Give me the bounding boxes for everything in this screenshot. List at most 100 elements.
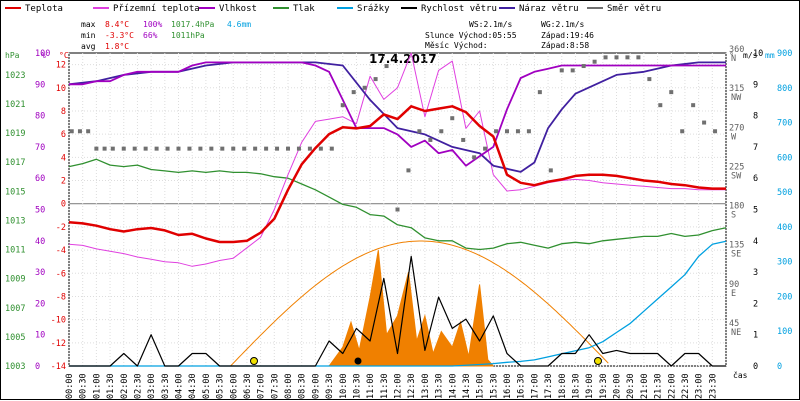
wind-direction-point	[548, 168, 553, 173]
wind-direction-point	[505, 129, 509, 134]
stats-wg: WG:2.1m/s	[541, 20, 585, 29]
stats-min-label: min	[81, 31, 96, 40]
ms-tick-label: 5	[753, 206, 758, 216]
x-tick-label: 11:30	[380, 373, 390, 399]
x-tick-label: 14:00	[448, 373, 458, 399]
wind-direction-point	[680, 129, 685, 134]
ms-tick-label: 9	[753, 80, 758, 90]
wind-direction-point	[86, 129, 91, 134]
x-tick-label: 13:30	[435, 373, 445, 399]
ms-tick-label: 3	[753, 268, 758, 278]
wind-direction-point	[165, 146, 170, 151]
pct-tick-label: 20	[35, 299, 45, 309]
deg-tick-label: 135	[729, 241, 744, 251]
stats-max-temp: 8.4°C	[105, 20, 129, 29]
x-axis: 00:00 00:30 01:00 01:30 02:00 02:30 03:00 03:30…	[65, 373, 718, 399]
x-tick-label: 01:30	[106, 373, 116, 399]
wind-direction-point	[658, 103, 663, 108]
deg-tick-label: 225	[729, 162, 744, 172]
mm-tick-label: 400	[777, 223, 792, 233]
stats-sunrise: Slunce Východ:05:55	[425, 31, 517, 40]
wind-direction-point	[515, 129, 520, 134]
x-tick-label: 12:00	[394, 373, 404, 399]
stats-max-rain: 4.6mm	[227, 20, 251, 29]
wind-direction-point	[176, 146, 181, 151]
c-tick-label: 6	[61, 130, 66, 140]
wind-direction-point	[450, 116, 455, 121]
x-tick-label: 18:00	[558, 373, 568, 399]
mm-tick-label: 0	[777, 362, 782, 372]
rain-intensity-area	[328, 250, 494, 367]
ms-tick-label: 7	[753, 143, 758, 153]
hpa-tick-label: 1019	[5, 129, 25, 139]
x-tick-label: 17:00	[530, 373, 540, 399]
stats-min-temp: -3.3°C	[105, 31, 134, 40]
axis-unit-c: °C	[59, 51, 69, 60]
wind-direction-point	[187, 146, 192, 151]
c-tick-label: 0	[61, 200, 66, 210]
axis-unit-hpa: hPa	[5, 51, 20, 60]
hpa-tick-label: 1005	[5, 333, 25, 343]
stats-moonrise: Měsíc Východ:	[425, 41, 488, 50]
dir-tick-label: SE	[731, 250, 741, 260]
x-tick-label: 00:00	[65, 373, 75, 399]
x-tick-label: 16:00	[503, 373, 513, 399]
wind-direction-point	[636, 55, 641, 60]
x-tick-label: 13:00	[421, 373, 431, 399]
c-tick-label: 2	[61, 177, 66, 187]
x-tick-label: 04:30	[188, 373, 198, 399]
pct-tick-label: 10	[35, 331, 45, 341]
x-tick-label: 23:00	[695, 373, 705, 399]
sunrise-marker	[250, 357, 258, 365]
c-tick-label: -6	[56, 269, 66, 279]
mm-tick-label: 300	[777, 258, 792, 268]
x-tick-label: 10:30	[352, 373, 362, 399]
stats-max-hum: 100%	[143, 20, 162, 29]
wind-direction-point	[559, 68, 564, 73]
ms-tick-label: 6	[753, 174, 758, 184]
axis-unit-pct: %	[41, 51, 46, 60]
x-tick-label: 06:00	[229, 373, 239, 399]
x-tick-label: 00:30	[79, 373, 89, 399]
series-lines	[68, 52, 727, 367]
wind-direction-point	[275, 146, 280, 151]
ms-tick-label: 2	[753, 299, 758, 309]
wind-direction-point	[625, 55, 630, 60]
wind-direction-point	[307, 146, 312, 151]
stats-min-hum: 66%	[143, 31, 158, 40]
pct-tick-label: 60	[35, 174, 45, 184]
x-tick-label: 23:30	[708, 373, 718, 399]
wind-gust-line	[68, 61, 726, 173]
wind-direction-point	[483, 146, 488, 151]
deg-tick-label: 45	[729, 319, 739, 329]
c-tick-label: -14	[51, 362, 66, 372]
ms-tick-label: 10	[753, 49, 763, 59]
x-tick-label: 21:00	[640, 373, 650, 399]
dir-tick-label: NW	[731, 93, 742, 103]
wind-direction-point	[384, 64, 389, 69]
mm-tick-label: 800	[777, 84, 792, 94]
wind-direction-point	[318, 146, 323, 151]
wind-direction-points	[69, 55, 718, 212]
x-tick-label: 18:30	[571, 373, 581, 399]
x-tick-label: 04:00	[175, 373, 185, 399]
mm-tick-label: 900	[777, 49, 792, 59]
hpa-tick-label: 1007	[5, 304, 25, 314]
wind-direction-point	[77, 129, 82, 134]
legend-label-tlak: Tlak	[293, 4, 315, 14]
wind-direction-point	[351, 90, 356, 95]
legend-label-srazky: Srážky	[357, 4, 390, 14]
wind-direction-point	[220, 146, 225, 151]
legend-label-teplota: Teplota	[25, 4, 63, 14]
c-tick-label: 10	[56, 84, 66, 94]
legend-label-naraz: Náraz větru	[519, 4, 579, 14]
stats-moonset: Západ:8:58	[541, 41, 589, 50]
wind-direction-point	[329, 146, 334, 151]
pct-tick-label: 40	[35, 237, 45, 247]
wind-direction-point	[581, 64, 586, 69]
dir-tick-label: E	[731, 289, 736, 299]
rain-line	[69, 240, 727, 367]
wind-direction-point	[428, 137, 433, 142]
stats-ws: WS:2.1m/s	[469, 20, 513, 29]
wind-direction-point	[592, 59, 597, 64]
